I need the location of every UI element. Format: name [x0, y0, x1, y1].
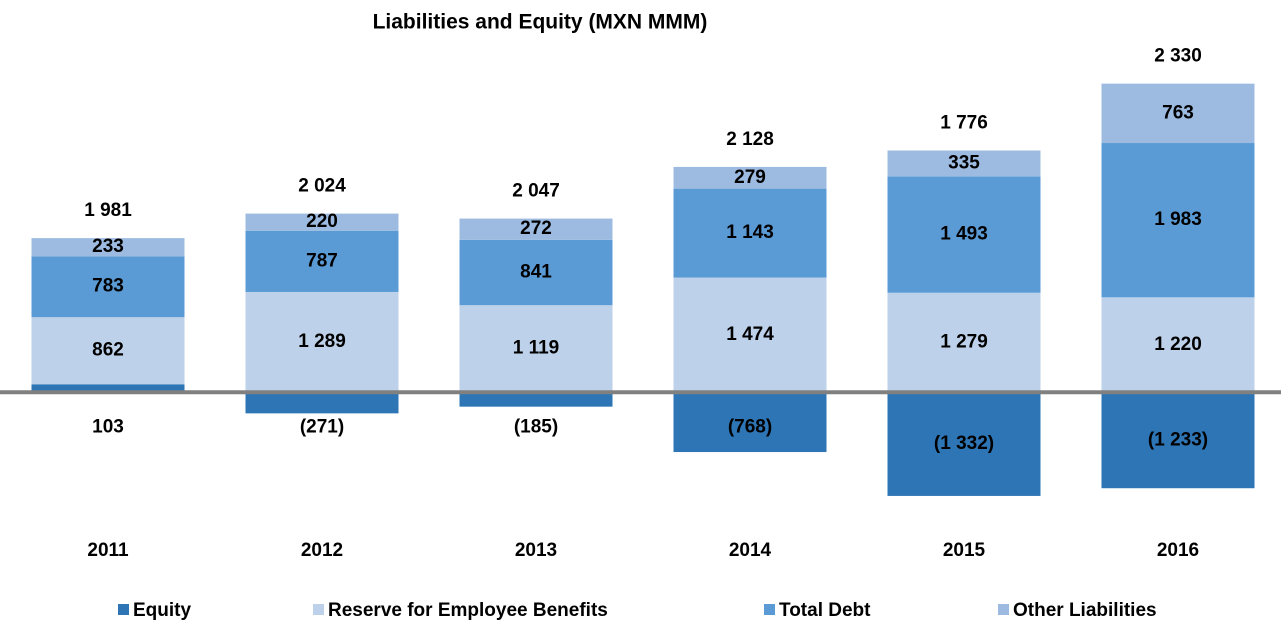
data-label: 2 330: [1154, 46, 1202, 67]
data-label: 763: [1162, 102, 1194, 123]
x-tick-label: 2011: [87, 540, 129, 561]
bar-segment: [245, 392, 399, 414]
data-label: (768): [728, 416, 772, 437]
bar-segment: [673, 392, 827, 453]
data-label: 220: [306, 211, 338, 232]
bar-segment: [1101, 392, 1255, 489]
legend-label: Total Debt: [779, 600, 871, 621]
legend-label: Reserve for Employee Benefits: [328, 600, 608, 621]
legend-swatch: [118, 604, 129, 615]
data-label: 1 493: [940, 224, 988, 245]
data-label: 1 279: [940, 332, 988, 353]
bar-segment: [887, 292, 1041, 393]
data-label: 2 024: [298, 176, 346, 197]
data-label: 1 981: [84, 200, 132, 221]
x-tick-label: 2015: [943, 540, 986, 561]
bar-segment: [459, 218, 613, 240]
legend-swatch: [764, 604, 775, 615]
bar-segment: [245, 291, 399, 393]
data-label: 1 776: [940, 113, 988, 134]
data-label: (185): [514, 416, 558, 437]
data-label: 233: [92, 236, 124, 257]
data-label: 1 289: [298, 331, 346, 352]
bar-segment: [887, 150, 1041, 177]
bar-segment: [245, 213, 399, 231]
legend-swatch: [313, 604, 324, 615]
bar-segment: [459, 239, 613, 306]
data-label: 2 128: [726, 129, 774, 150]
data-label: 783: [92, 276, 124, 297]
data-label: 841: [520, 261, 552, 282]
bar-segment: [887, 392, 1041, 496]
data-label: 1 220: [1154, 334, 1202, 355]
data-label: (271): [300, 416, 344, 437]
data-label: 1 474: [726, 324, 774, 345]
x-tick-label: 2016: [1157, 540, 1199, 561]
data-label: 1 143: [726, 222, 774, 243]
data-label: 787: [306, 250, 338, 271]
bar-segment: [1101, 297, 1255, 393]
bar-segment: [31, 256, 185, 318]
bar-segment: [459, 392, 613, 407]
bar-segment: [887, 176, 1041, 293]
x-tick-label: 2012: [301, 540, 343, 561]
bar-segment: [673, 166, 827, 189]
bar-segment: [245, 230, 399, 292]
data-label: (1 233): [1148, 429, 1208, 450]
bar-segment: [31, 384, 185, 393]
data-label: 279: [734, 167, 766, 188]
data-label: 1 119: [513, 338, 560, 359]
bar-segment: [1101, 83, 1255, 144]
data-label: 2 047: [512, 181, 560, 202]
data-label: (1 332): [934, 433, 994, 454]
bar-segment: [673, 188, 827, 278]
bar-segment: [459, 305, 613, 393]
legend-swatch: [998, 604, 1009, 615]
legend-label: Equity: [133, 600, 191, 621]
data-label: 335: [948, 153, 980, 174]
chart-title: Liabilities and Equity (MXN MMM): [373, 11, 708, 34]
bar-segment: [673, 277, 827, 393]
data-label: 1 983: [1154, 209, 1202, 230]
data-label: 862: [92, 340, 124, 361]
x-tick-label: 2013: [515, 540, 557, 561]
legend-label: Other Liabilities: [1013, 600, 1157, 621]
data-label: 272: [520, 218, 552, 239]
bar-segment: [31, 238, 185, 257]
x-tick-label: 2014: [729, 540, 772, 561]
bar-segment: [31, 317, 185, 385]
bar-segment: [1101, 143, 1255, 298]
data-label: 103: [92, 416, 124, 437]
